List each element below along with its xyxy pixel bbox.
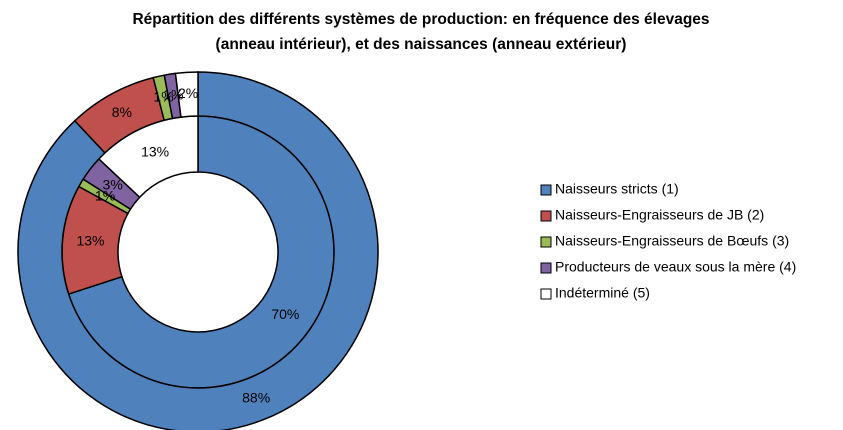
legend-swatch: [540, 236, 552, 248]
legend-label: Naisseurs-Engraisseurs de Bœufs (3): [555, 233, 789, 249]
donut-segment: [17, 71, 379, 430]
data-label: 13%: [141, 144, 169, 160]
chart-title: Répartition des différents systèmes de p…: [132, 11, 709, 28]
data-label: 13%: [76, 233, 104, 249]
legend-label: Naisseurs stricts (1): [555, 181, 679, 197]
data-label: 1%: [153, 89, 173, 105]
data-label: 3%: [103, 177, 123, 193]
legend-label: Producteurs de veaux sous la mère (4): [555, 259, 796, 275]
data-label: 8%: [112, 104, 132, 120]
donut-segment: [174, 71, 199, 118]
legend-label: Indéterminé (5): [555, 285, 650, 301]
legend-swatch: [540, 288, 552, 300]
legend-label: Naisseurs-Engraisseurs de JB (2): [555, 207, 764, 223]
chart-title: (anneau intérieur), et des naissances (a…: [216, 36, 627, 53]
data-label: 2%: [178, 85, 198, 101]
data-label: 1%: [163, 87, 183, 103]
legend-swatch: [540, 210, 552, 222]
data-label: 88%: [242, 390, 270, 406]
data-label: 1%: [95, 188, 115, 204]
legend-swatch: [540, 184, 552, 196]
data-label: 70%: [271, 306, 299, 322]
legend-swatch: [540, 262, 552, 274]
